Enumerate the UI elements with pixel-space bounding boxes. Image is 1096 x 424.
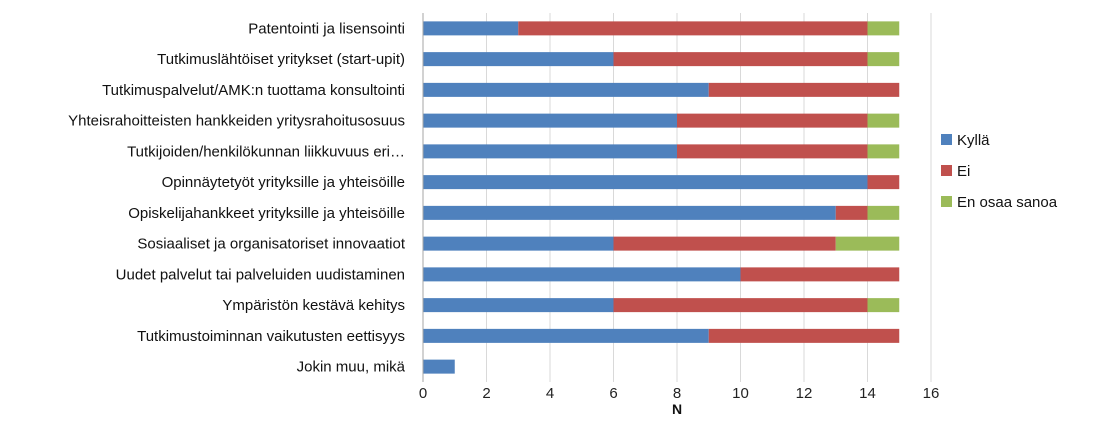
- bar-segment: [835, 236, 900, 251]
- bar-segment: [740, 267, 900, 282]
- legend-label: Kyllä: [957, 132, 990, 149]
- bar-segment: [423, 175, 868, 190]
- x-tick-label: 6: [609, 385, 617, 402]
- category-label: Opinnäytetyöt yrityksille ja yhteisöille: [162, 174, 405, 191]
- bar-segment: [423, 21, 519, 36]
- x-tick-label: 14: [859, 385, 876, 402]
- legend-swatch: [941, 196, 952, 207]
- x-tick-label: 8: [673, 385, 681, 402]
- legend-label: Ei: [957, 163, 970, 180]
- bar-segment: [867, 205, 900, 220]
- bar-segment: [613, 236, 836, 251]
- legend: Kyllä Ei En osaa sanoa: [941, 132, 1058, 211]
- legend-label: En osaa sanoa: [957, 194, 1058, 211]
- gridlines: [486, 13, 932, 382]
- bar-segment: [423, 359, 455, 374]
- bar-segment: [708, 82, 900, 97]
- bar-segment: [835, 205, 868, 220]
- x-tick-label: 10: [732, 385, 749, 402]
- x-tick-label: 12: [796, 385, 813, 402]
- bar-segment: [518, 21, 868, 36]
- bar-segment: [423, 113, 677, 128]
- x-axis-title: N: [672, 401, 682, 417]
- category-label: Sosiaaliset ja organisatoriset innovaati…: [137, 236, 405, 253]
- bar-segment: [423, 236, 614, 251]
- category-label: Opiskelijahankkeet yrityksille ja yhteis…: [128, 205, 405, 222]
- bar-segment: [613, 52, 868, 67]
- category-labels: Patentointi ja lisensointi Tutkimuslähtöi…: [68, 20, 406, 375]
- x-tick-label: 2: [482, 385, 490, 402]
- bar-segment: [613, 298, 868, 313]
- bar-segment: [867, 144, 900, 159]
- category-label: Tutkimuslähtöiset yritykset (start-upit): [157, 51, 405, 68]
- x-tick-label: 4: [546, 385, 554, 402]
- bar-segment: [867, 175, 900, 190]
- bar-segment: [423, 298, 614, 313]
- category-label: Ympäristön kestävä kehitys: [222, 297, 405, 314]
- bar-segment: [867, 52, 900, 67]
- bar-segment: [423, 144, 677, 159]
- category-label: Tutkijoiden/henkilökunnan liikkuvuus eri…: [127, 143, 405, 160]
- category-label: Yhteisrahoitteisten hankkeiden yritysrah…: [68, 113, 405, 130]
- bar-segment: [708, 328, 900, 343]
- legend-swatch: [941, 165, 952, 176]
- bar-segment: [867, 298, 900, 313]
- category-label: Tutkimuspalvelut/AMK:n tuottama konsulto…: [102, 82, 405, 99]
- bars: [423, 21, 900, 374]
- category-label: Patentointi ja lisensointi: [248, 20, 405, 37]
- bar-segment: [423, 205, 836, 220]
- category-label: Jokin muu, mikä: [297, 359, 406, 376]
- x-tick-label: 16: [923, 385, 940, 402]
- bar-segment: [423, 267, 741, 282]
- category-label: Uudet palvelut tai palveluiden uudistami…: [116, 266, 405, 283]
- bar-segment: [423, 328, 709, 343]
- legend-swatch: [941, 134, 952, 145]
- bar-segment: [423, 52, 614, 67]
- category-label: Tutkimustoiminnan vaikutusten eettisyys: [137, 328, 405, 345]
- bar-segment: [423, 82, 709, 97]
- bar-segment: [867, 113, 900, 128]
- x-tick-labels: 0 2 4 6 8 10 12 14 16: [419, 385, 940, 402]
- bar-segment: [677, 113, 868, 128]
- bar-segment: [677, 144, 868, 159]
- bar-segment: [867, 21, 900, 36]
- x-tick-label: 0: [419, 385, 427, 402]
